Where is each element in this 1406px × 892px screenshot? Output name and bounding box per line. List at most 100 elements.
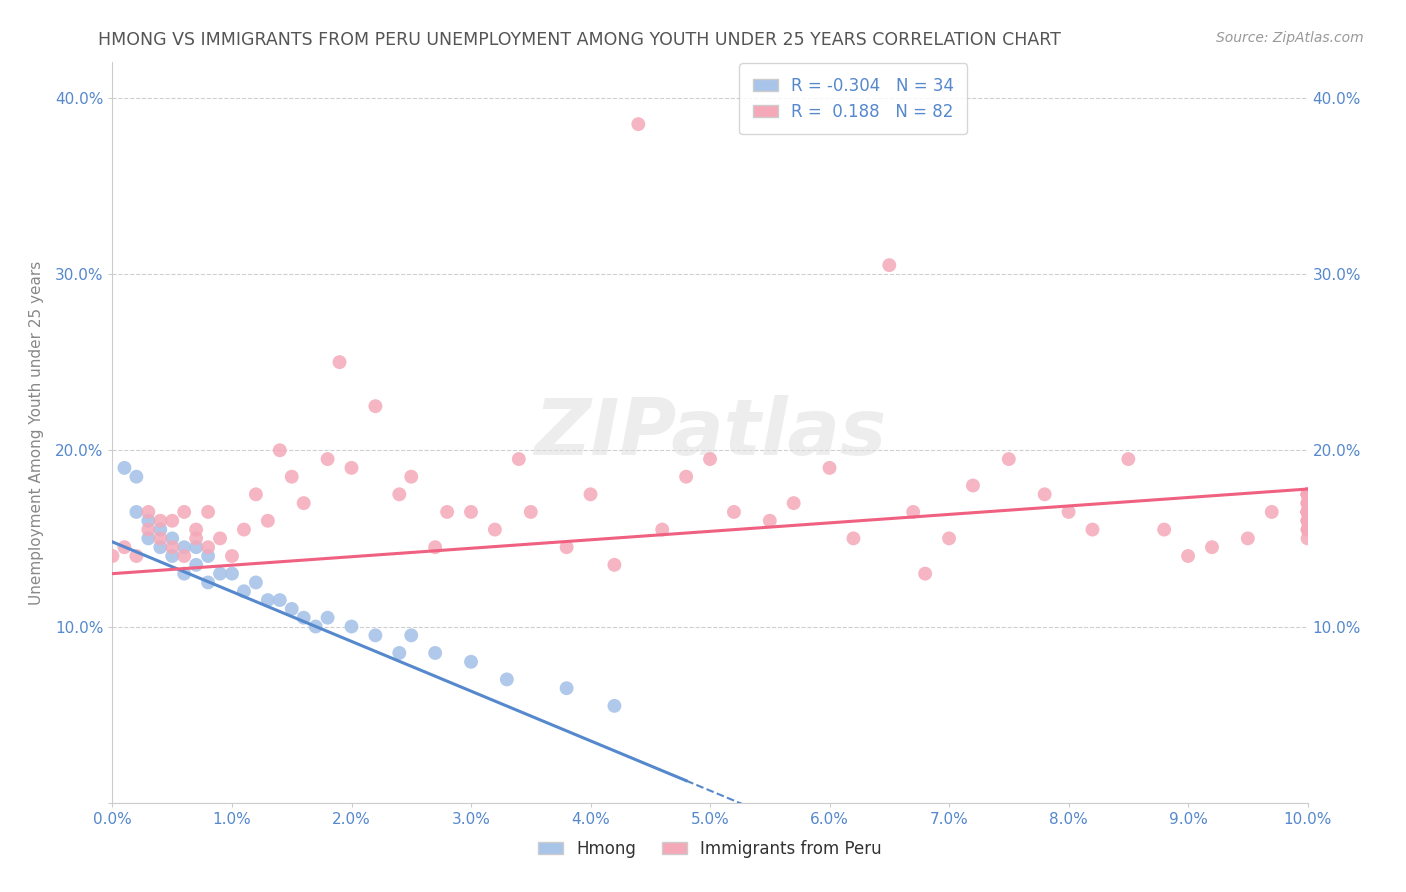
Point xyxy=(1296,487,1319,501)
Point xyxy=(149,540,172,554)
Point xyxy=(197,575,219,590)
Point xyxy=(162,549,183,563)
Point xyxy=(221,566,243,581)
Point xyxy=(699,452,721,467)
Point xyxy=(1296,523,1319,537)
Point xyxy=(245,487,267,501)
Point xyxy=(173,540,195,554)
Point xyxy=(138,523,160,537)
Point xyxy=(1296,487,1319,501)
Point xyxy=(233,523,256,537)
Point xyxy=(292,610,315,624)
Point xyxy=(340,461,363,475)
Text: ZIPatlas: ZIPatlas xyxy=(534,394,886,471)
Point xyxy=(186,558,208,572)
Legend: Hmong, Immigrants from Peru: Hmong, Immigrants from Peru xyxy=(531,833,889,865)
Point xyxy=(173,505,195,519)
Point xyxy=(138,532,160,546)
Point xyxy=(484,523,506,537)
Point xyxy=(149,523,172,537)
Point xyxy=(1081,523,1104,537)
Point xyxy=(998,452,1021,467)
Point xyxy=(340,619,363,633)
Point xyxy=(329,355,352,369)
Point xyxy=(162,514,183,528)
Point xyxy=(759,514,782,528)
Point xyxy=(962,478,984,492)
Point xyxy=(316,452,339,467)
Point xyxy=(938,532,960,546)
Point xyxy=(675,469,697,483)
Point xyxy=(125,469,148,483)
Point xyxy=(388,646,411,660)
Point xyxy=(555,540,578,554)
Point xyxy=(162,532,183,546)
Point xyxy=(603,698,626,713)
Point xyxy=(233,584,256,599)
Point xyxy=(1296,496,1319,510)
Point xyxy=(520,505,543,519)
Point xyxy=(1296,505,1319,519)
Point xyxy=(388,487,411,501)
Point xyxy=(818,461,841,475)
Point xyxy=(114,540,135,554)
Point xyxy=(1296,514,1319,528)
Point xyxy=(1296,505,1319,519)
Point xyxy=(186,523,208,537)
Point xyxy=(364,628,387,642)
Point xyxy=(1296,514,1319,528)
Point xyxy=(1033,487,1056,501)
Point xyxy=(1296,505,1319,519)
Point xyxy=(257,593,280,607)
Point xyxy=(305,619,328,633)
Text: HMONG VS IMMIGRANTS FROM PERU UNEMPLOYMENT AMONG YOUTH UNDER 25 YEARS CORRELATIO: HMONG VS IMMIGRANTS FROM PERU UNEMPLOYME… xyxy=(98,31,1062,49)
Point xyxy=(1296,487,1319,501)
Point xyxy=(162,540,183,554)
Point xyxy=(842,532,865,546)
Point xyxy=(903,505,925,519)
Point xyxy=(209,566,232,581)
Point xyxy=(1296,514,1319,528)
Point xyxy=(1296,505,1319,519)
Point xyxy=(1296,496,1319,510)
Point xyxy=(1261,505,1284,519)
Point xyxy=(186,540,208,554)
Point xyxy=(125,549,148,563)
Point xyxy=(197,505,219,519)
Point xyxy=(401,628,423,642)
Point xyxy=(101,549,124,563)
Point xyxy=(281,469,304,483)
Point xyxy=(149,532,172,546)
Point xyxy=(651,523,673,537)
Point xyxy=(245,575,267,590)
Point xyxy=(138,514,160,528)
Point xyxy=(1296,532,1319,546)
Point xyxy=(197,540,219,554)
Point xyxy=(1118,452,1140,467)
Point xyxy=(1296,487,1319,501)
Point xyxy=(292,496,315,510)
Y-axis label: Unemployment Among Youth under 25 years: Unemployment Among Youth under 25 years xyxy=(30,260,44,605)
Point xyxy=(627,117,650,131)
Point xyxy=(114,461,135,475)
Point xyxy=(364,399,387,413)
Point xyxy=(186,532,208,546)
Point xyxy=(1153,523,1175,537)
Point xyxy=(221,549,243,563)
Point xyxy=(1237,532,1260,546)
Point xyxy=(425,646,447,660)
Point xyxy=(914,566,936,581)
Point xyxy=(723,505,745,519)
Point xyxy=(496,673,519,687)
Point xyxy=(879,258,901,272)
Point xyxy=(1296,487,1319,501)
Point xyxy=(460,505,482,519)
Point xyxy=(579,487,602,501)
Point xyxy=(138,505,160,519)
Point xyxy=(173,549,195,563)
Point xyxy=(425,540,447,554)
Point xyxy=(269,443,291,458)
Point xyxy=(257,514,280,528)
Point xyxy=(555,681,578,696)
Point xyxy=(1201,540,1223,554)
